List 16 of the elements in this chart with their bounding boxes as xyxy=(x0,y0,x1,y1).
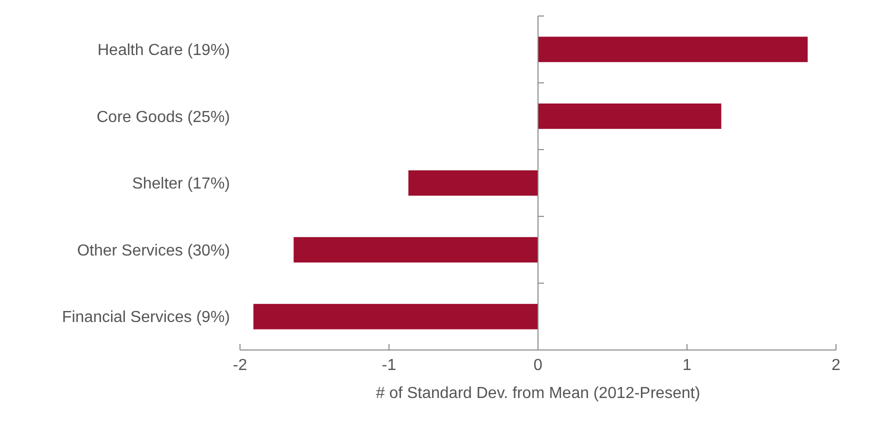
bar xyxy=(538,36,808,62)
y-tick-label: Shelter (17%) xyxy=(132,176,230,193)
bar xyxy=(294,237,538,262)
y-tick-label: Core Goods (25%) xyxy=(96,108,230,126)
x-tick-label: -1 xyxy=(382,357,396,374)
x-tick-label: 1 xyxy=(682,357,692,374)
x-tick-label: 0 xyxy=(534,357,543,374)
bar xyxy=(538,104,722,129)
y-tick-label: Financial Services (9%) xyxy=(62,309,230,326)
x-tick-label: 2 xyxy=(832,357,841,374)
y-tick-label: Health Care (19%) xyxy=(98,42,230,59)
x-tick-label: -2 xyxy=(232,357,248,374)
x-axis-title: # of Standard Dev. from Mean (2012-Present) xyxy=(376,385,700,402)
bar xyxy=(408,170,538,196)
y-tick-label: Other Services (30%) xyxy=(77,242,230,260)
bar xyxy=(253,304,538,330)
